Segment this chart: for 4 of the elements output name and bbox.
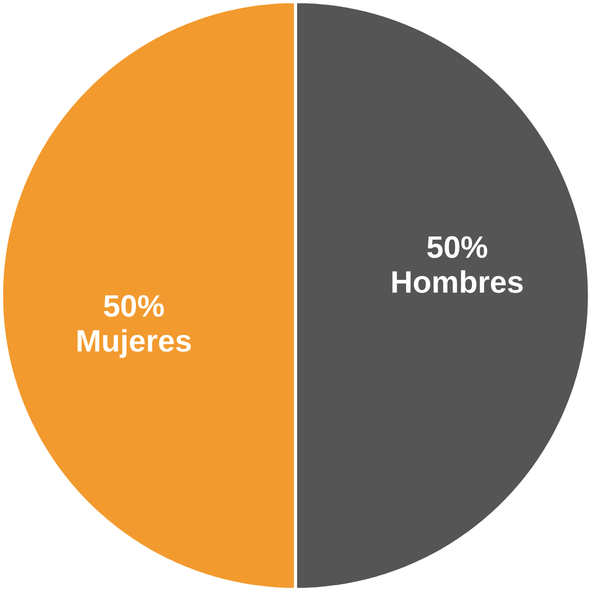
slice-label: Mujeres bbox=[78, 329, 191, 358]
data-label: 50% bbox=[104, 295, 164, 317]
slice-label: Hombres bbox=[392, 270, 523, 293]
data-label: 50% bbox=[427, 236, 488, 258]
